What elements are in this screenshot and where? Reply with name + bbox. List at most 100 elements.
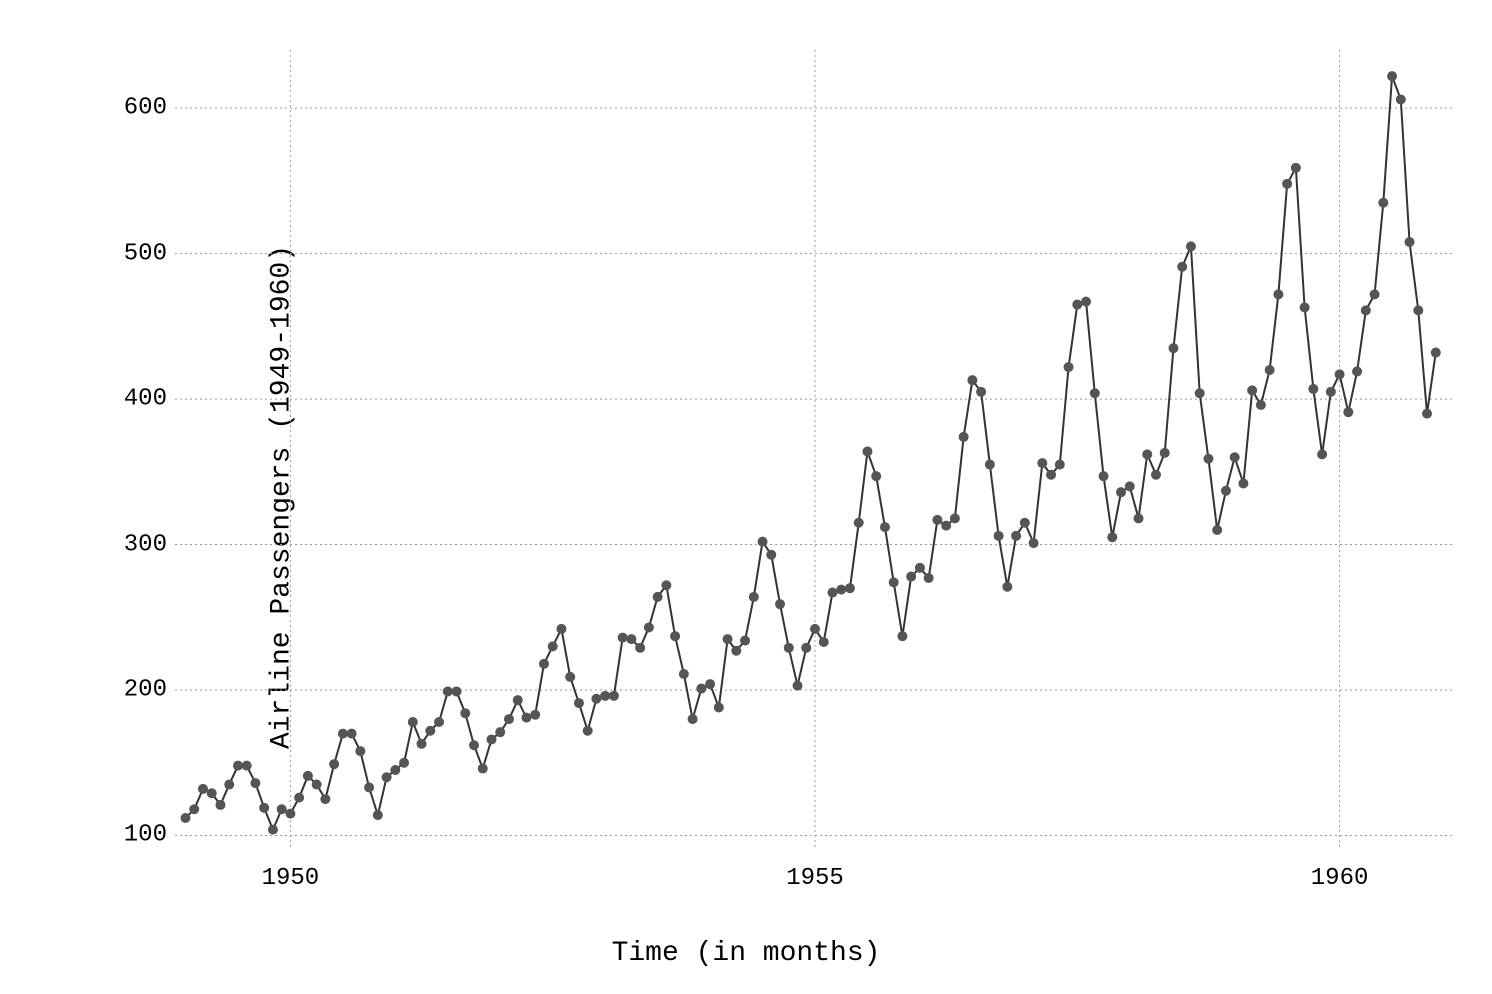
data-point <box>1133 513 1143 523</box>
data-point <box>1029 538 1039 548</box>
data-point <box>819 637 829 647</box>
data-point <box>862 446 872 456</box>
data-point <box>1212 525 1222 535</box>
data-point <box>696 684 706 694</box>
data-point <box>1116 487 1126 497</box>
data-point <box>889 577 899 587</box>
data-point <box>198 784 208 794</box>
data-point <box>784 643 794 653</box>
data-point <box>810 624 820 634</box>
data-point <box>1431 348 1441 358</box>
data-point <box>495 727 505 737</box>
data-point <box>556 624 566 634</box>
data-point <box>906 572 916 582</box>
data-point <box>364 782 374 792</box>
data-point <box>941 521 951 531</box>
data-point <box>688 714 698 724</box>
data-point <box>355 746 365 756</box>
data-point <box>1238 478 1248 488</box>
data-point <box>950 513 960 523</box>
data-point <box>478 764 488 774</box>
data-point <box>469 740 479 750</box>
data-point <box>731 646 741 656</box>
y-tick-label: 500 <box>124 240 167 267</box>
data-point <box>1046 470 1056 480</box>
data-point <box>215 800 225 810</box>
data-point <box>443 686 453 696</box>
data-point <box>845 583 855 593</box>
data-point <box>277 804 287 814</box>
data-point <box>1002 582 1012 592</box>
data-point <box>932 515 942 525</box>
data-point <box>793 681 803 691</box>
data-point <box>259 803 269 813</box>
data-point <box>714 702 724 712</box>
chart-svg <box>0 0 1492 994</box>
data-point <box>1273 289 1283 299</box>
data-point <box>1308 384 1318 394</box>
data-point <box>1282 179 1292 189</box>
data-point <box>1011 531 1021 541</box>
data-point <box>775 599 785 609</box>
data-point <box>233 761 243 771</box>
data-line <box>185 76 1435 829</box>
data-point <box>967 375 977 385</box>
data-point <box>985 460 995 470</box>
data-point <box>1107 532 1117 542</box>
data-point <box>1099 471 1109 481</box>
data-point <box>1186 241 1196 251</box>
data-point <box>1195 388 1205 398</box>
data-point <box>1317 449 1327 459</box>
data-point <box>1168 343 1178 353</box>
data-point <box>425 726 435 736</box>
data-point <box>1090 388 1100 398</box>
data-point <box>1230 452 1240 462</box>
data-point <box>653 592 663 602</box>
data-point <box>434 717 444 727</box>
data-point <box>460 708 470 718</box>
data-point <box>399 758 409 768</box>
data-point <box>976 387 986 397</box>
data-point <box>373 810 383 820</box>
data-point <box>1125 481 1135 491</box>
data-point <box>452 686 462 696</box>
data-point <box>521 713 531 723</box>
data-point <box>1203 454 1213 464</box>
data-point <box>390 765 400 775</box>
data-point <box>1081 297 1091 307</box>
data-point <box>1343 407 1353 417</box>
y-tick-label: 600 <box>124 95 167 122</box>
data-point <box>679 669 689 679</box>
data-point <box>1335 369 1345 379</box>
data-point <box>661 580 671 590</box>
data-point <box>749 592 759 602</box>
data-point <box>670 631 680 641</box>
data-point <box>565 672 575 682</box>
data-point <box>285 809 295 819</box>
data-point <box>312 780 322 790</box>
data-point <box>1247 385 1257 395</box>
data-point <box>303 771 313 781</box>
data-point <box>1361 305 1371 315</box>
data-point <box>487 734 497 744</box>
data-point <box>994 531 1004 541</box>
y-tick-label: 300 <box>124 531 167 558</box>
data-point <box>1142 449 1152 459</box>
data-point <box>583 726 593 736</box>
data-point <box>1422 409 1432 419</box>
data-point <box>1151 470 1161 480</box>
x-tick-label: 1955 <box>786 865 844 892</box>
data-point <box>1064 362 1074 372</box>
data-point <box>268 825 278 835</box>
data-point <box>417 739 427 749</box>
data-point <box>1160 448 1170 458</box>
data-point <box>548 641 558 651</box>
data-point <box>574 698 584 708</box>
data-point <box>530 710 540 720</box>
data-point <box>1221 486 1231 496</box>
data-point <box>1396 94 1406 104</box>
data-point <box>242 761 252 771</box>
data-point <box>766 550 776 560</box>
data-point <box>915 563 925 573</box>
data-point <box>827 588 837 598</box>
